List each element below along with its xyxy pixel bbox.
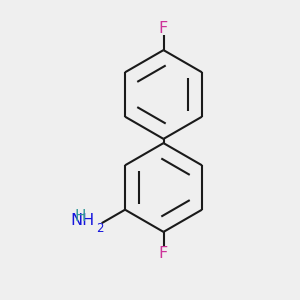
Text: H: H [74, 209, 86, 224]
Text: F: F [159, 246, 168, 261]
Text: NH: NH [70, 213, 94, 228]
Text: 2: 2 [96, 221, 103, 235]
Text: F: F [159, 21, 168, 36]
